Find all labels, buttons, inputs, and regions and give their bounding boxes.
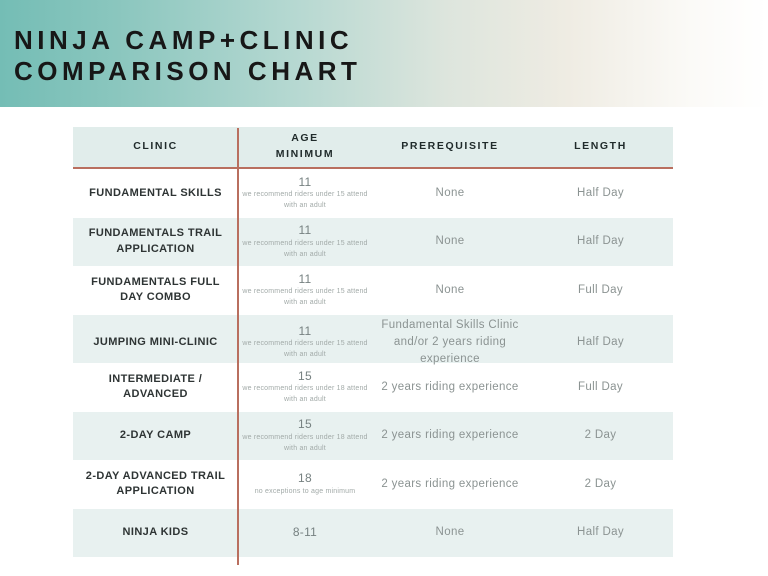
table-row: 2-DAY ADVANCED TRAIL APPLICATION 18 no e… bbox=[73, 460, 673, 509]
age-note: we recommend riders under 15 attend with… bbox=[242, 288, 368, 307]
length-value: Full Day bbox=[578, 380, 623, 393]
age-minimum: 15 bbox=[298, 417, 312, 432]
page-title-line2: COMPARISON CHART bbox=[14, 56, 362, 87]
length-cell: Half Day bbox=[528, 169, 673, 218]
clinic-cell: FUNDAMENTAL SKILLS bbox=[73, 169, 238, 218]
comparison-table: CLINIC AGE MINIMUM PREREQUISITE LENGTH F… bbox=[73, 127, 673, 565]
header-banner: NINJA CAMP+CLINIC COMPARISON CHART bbox=[0, 0, 768, 107]
prerequisite-cell: Fundamental Skills Clinic and/or 2 years… bbox=[372, 315, 528, 371]
length-cell: Full Day bbox=[528, 266, 673, 315]
header-age-minimum: AGE MINIMUM bbox=[275, 132, 335, 160]
clinic-name: NINJA KIDS bbox=[122, 526, 189, 539]
age-cell: 11 we recommend riders under 15 attend w… bbox=[238, 218, 372, 267]
age-note: we recommend riders under 15 attend with… bbox=[242, 239, 368, 258]
length-value: 2 Day bbox=[584, 477, 617, 490]
column-divider-line bbox=[237, 128, 239, 565]
table-row: FUNDAMENTALS FULL DAY COMBO 11 we recomm… bbox=[73, 266, 673, 315]
prerequisite-cell: None bbox=[372, 169, 528, 218]
age-cell: 15 we recommend riders under 18 attend w… bbox=[238, 363, 372, 412]
length-cell: Full Day bbox=[528, 363, 673, 412]
clinic-name: FUNDAMENTALS FULL DAY COMBO bbox=[91, 275, 220, 304]
prerequisite-value: Fundamental Skills Clinic and/or 2 years… bbox=[381, 318, 519, 366]
table-row: JUMPING MINI-CLINIC 11 we recommend ride… bbox=[73, 314, 673, 365]
table-row: NINJA KIDS 8-11 None Half Day bbox=[73, 508, 673, 558]
prerequisite-cell: 2 years riding experience bbox=[372, 363, 528, 412]
clinic-name: JUMPING MINI-CLINIC bbox=[93, 335, 218, 348]
length-cell: Half Day bbox=[528, 218, 673, 267]
clinic-name: FUNDAMENTALS TRAIL APPLICATION bbox=[88, 227, 223, 255]
clinic-cell: 2-DAY ADVANCED TRAIL APPLICATION bbox=[73, 460, 238, 509]
table-row: FUNDAMENTAL SKILLS 11 we recommend rider… bbox=[73, 169, 673, 218]
table-row: INTERMEDIATE / ADVANCED 15 we recommend … bbox=[73, 363, 673, 412]
length-value: Half Day bbox=[577, 335, 624, 348]
length-cell: Half Day bbox=[528, 315, 673, 371]
prerequisite-cell: None bbox=[372, 509, 528, 558]
clinic-cell: FUNDAMENTALS FULL DAY COMBO bbox=[73, 266, 238, 315]
clinic-cell: FUNDAMENTALS TRAIL APPLICATION bbox=[73, 218, 238, 267]
clinic-cell: JUMPING MINI-CLINIC bbox=[73, 315, 238, 371]
age-cell: 11 we recommend riders under 15 attend w… bbox=[238, 266, 372, 315]
length-value: 2 Day bbox=[584, 429, 617, 442]
age-minimum: 18 bbox=[298, 471, 312, 486]
prerequisite-cell: None bbox=[372, 218, 528, 267]
age-note: we recommend riders under 18 attend with… bbox=[242, 433, 368, 452]
clinic-name: 2-DAY CAMP bbox=[119, 429, 192, 442]
age-minimum: 15 bbox=[298, 368, 312, 383]
clinic-name: FUNDAMENTAL SKILLS bbox=[89, 186, 222, 199]
header-clinic: CLINIC bbox=[133, 140, 178, 153]
age-cell: 8-11 bbox=[238, 509, 372, 558]
prerequisite-cell: 2 years riding experience bbox=[372, 460, 528, 509]
age-cell: 11 we recommend riders under 15 attend w… bbox=[238, 315, 372, 371]
length-value: Half Day bbox=[577, 526, 624, 539]
age-note: we recommend riders under 18 attend with… bbox=[242, 385, 368, 404]
age-minimum: 11 bbox=[298, 323, 312, 338]
table-row: FUNDAMENTALS TRAIL APPLICATION 11 we rec… bbox=[73, 217, 673, 267]
page-title-line1: NINJA CAMP+CLINIC bbox=[14, 25, 354, 55]
prerequisite-value: 2 years riding experience bbox=[381, 380, 519, 393]
length-cell: 2 Day bbox=[528, 412, 673, 461]
prerequisite-cell: None bbox=[372, 266, 528, 315]
prerequisite-value: 2 years riding experience bbox=[381, 429, 519, 442]
age-minimum: 11 bbox=[298, 223, 312, 238]
clinic-cell: NINJA KIDS bbox=[73, 509, 238, 558]
length-cell: Half Day bbox=[528, 509, 673, 558]
age-minimum: 11 bbox=[298, 174, 312, 189]
age-cell: 15 we recommend riders under 18 attend w… bbox=[238, 412, 372, 461]
clinic-name: INTERMEDIATE / ADVANCED bbox=[108, 372, 203, 401]
prerequisite-value: None bbox=[435, 283, 465, 296]
prerequisite-value: None bbox=[435, 526, 465, 539]
length-value: Half Day bbox=[577, 186, 624, 199]
table-row: 2-DAY CAMP 15 we recommend riders under … bbox=[73, 411, 673, 461]
clinic-cell: INTERMEDIATE / ADVANCED bbox=[73, 363, 238, 412]
page-title: NINJA CAMP+CLINIC COMPARISON CHART bbox=[0, 0, 768, 87]
length-value: Full Day bbox=[578, 283, 623, 296]
age-minimum: 11 bbox=[298, 271, 312, 286]
age-minimum: 8-11 bbox=[292, 524, 318, 539]
age-note: we recommend riders under 15 attend with… bbox=[242, 191, 368, 210]
prerequisite-value: 2 years riding experience bbox=[381, 477, 519, 490]
age-note: we recommend riders under 15 attend with… bbox=[242, 340, 368, 359]
header-length: LENGTH bbox=[574, 140, 627, 153]
clinic-cell: 2-DAY CAMP bbox=[73, 412, 238, 461]
table-header-row: CLINIC AGE MINIMUM PREREQUISITE LENGTH bbox=[73, 127, 673, 169]
clinic-name: 2-DAY ADVANCED TRAIL APPLICATION bbox=[85, 469, 226, 498]
length-cell: 2 Day bbox=[528, 460, 673, 509]
prerequisite-value: None bbox=[435, 235, 465, 248]
age-cell: 18 no exceptions to age minimum bbox=[238, 460, 372, 509]
age-cell: 11 we recommend riders under 15 attend w… bbox=[238, 169, 372, 218]
prerequisite-value: None bbox=[435, 186, 465, 199]
prerequisite-cell: 2 years riding experience bbox=[372, 412, 528, 461]
length-value: Half Day bbox=[577, 235, 624, 248]
header-prerequisite: PREREQUISITE bbox=[401, 140, 499, 153]
age-note: no exceptions to age minimum bbox=[254, 487, 356, 495]
